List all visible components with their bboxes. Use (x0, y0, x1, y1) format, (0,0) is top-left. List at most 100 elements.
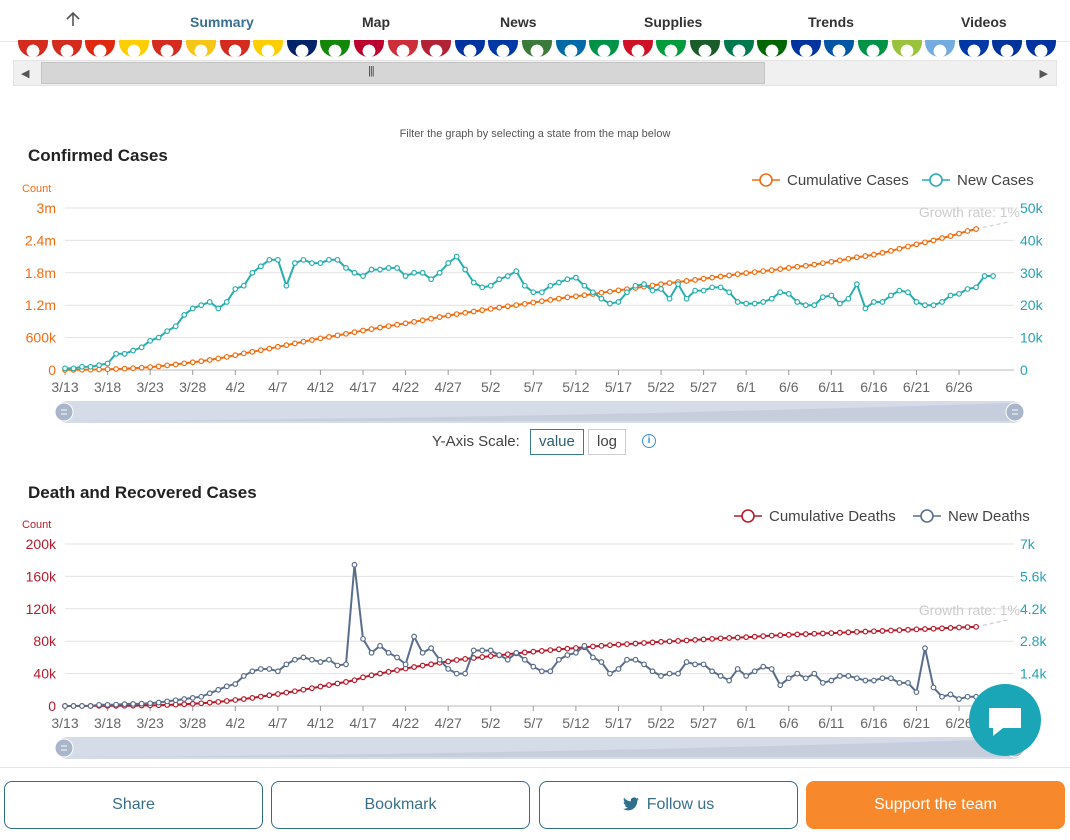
country-flag-icon[interactable] (1026, 40, 1056, 57)
cumulative-data-point[interactable] (751, 269, 758, 275)
cumulative-data-point[interactable] (181, 701, 188, 708)
cumulative-data-point[interactable] (922, 239, 928, 246)
cumulative-data-point[interactable] (257, 347, 264, 354)
cumulative-data-point[interactable] (760, 268, 767, 275)
new-data-point[interactable] (947, 691, 954, 698)
cumulative-data-point[interactable] (845, 629, 852, 636)
cumulative-data-point[interactable] (581, 292, 588, 299)
new-data-point[interactable] (572, 649, 579, 656)
cumulative-data-point[interactable] (130, 365, 137, 372)
cumulative-data-point[interactable] (394, 321, 400, 328)
cumulative-data-point[interactable] (198, 358, 205, 365)
new-data-point[interactable] (155, 334, 162, 341)
cumulative-data-point[interactable] (717, 273, 724, 280)
cumulative-data-point[interactable] (189, 359, 196, 366)
new-data-point[interactable] (939, 299, 945, 305)
cumulative-data-point[interactable] (871, 251, 877, 258)
new-data-point[interactable] (300, 256, 307, 263)
cumulative-data-point[interactable] (394, 667, 400, 674)
cumulative-data-point[interactable] (453, 311, 460, 318)
cumulative-data-point[interactable] (198, 700, 205, 707)
new-data-point[interactable] (598, 659, 605, 665)
new-data-point[interactable] (274, 668, 281, 675)
new-data-point[interactable] (607, 670, 613, 677)
new-data-point[interactable] (836, 673, 843, 679)
cumulative-data-point[interactable] (428, 661, 435, 668)
cumulative-data-point[interactable] (291, 688, 298, 695)
new-data-point[interactable] (300, 654, 307, 661)
new-data-point[interactable] (675, 670, 681, 677)
cumulative-data-point[interactable] (377, 324, 383, 331)
new-data-point[interactable] (394, 654, 400, 661)
new-data-point[interactable] (462, 266, 469, 273)
new-data-point[interactable] (479, 284, 486, 291)
cumulative-data-point[interactable] (726, 635, 733, 641)
tab-news[interactable]: News (500, 14, 537, 30)
new-data-point[interactable] (351, 561, 358, 568)
new-data-point[interactable] (402, 273, 409, 279)
cumulative-data-point[interactable] (428, 315, 435, 322)
cumulative-data-point[interactable] (257, 693, 264, 700)
new-data-point[interactable] (990, 273, 997, 279)
cumulative-data-point[interactable] (172, 361, 179, 368)
new-data-point[interactable] (453, 670, 460, 677)
new-data-point[interactable] (743, 300, 750, 307)
cumulative-data-point[interactable] (232, 697, 239, 703)
cumulative-data-point[interactable] (922, 626, 928, 632)
cumulative-data-point[interactable] (836, 257, 843, 264)
cumulative-data-point[interactable] (709, 274, 716, 281)
new-data-point[interactable] (385, 265, 392, 271)
country-flag-icon[interactable] (992, 40, 1023, 57)
cumulative-data-point[interactable] (266, 345, 273, 352)
new-data-point[interactable] (641, 661, 647, 668)
new-data-point[interactable] (641, 281, 647, 288)
zoom-handle-left[interactable] (54, 738, 74, 758)
new-data-point[interactable] (470, 279, 477, 286)
new-data-point[interactable] (555, 279, 562, 286)
new-data-point[interactable] (87, 363, 94, 370)
new-data-point[interactable] (538, 668, 545, 675)
new-data-point[interactable] (470, 647, 477, 654)
new-data-point[interactable] (70, 365, 77, 372)
new-data-point[interactable] (760, 299, 767, 305)
follow-us-button[interactable]: Follow us (539, 781, 798, 829)
new-data-point[interactable] (853, 281, 860, 288)
cumulative-data-point[interactable] (888, 627, 894, 634)
tab-map[interactable]: Map (362, 14, 390, 30)
new-data-point[interactable] (768, 666, 775, 672)
new-data-point[interactable] (598, 295, 605, 302)
new-data-point[interactable] (62, 365, 68, 372)
new-data-point[interactable] (164, 698, 171, 705)
cumulative-data-point[interactable] (283, 342, 290, 349)
new-data-point[interactable] (819, 294, 826, 301)
cumulative-data-point[interactable] (615, 641, 622, 648)
new-data-point[interactable] (845, 673, 852, 679)
cumulative-data-point[interactable] (811, 630, 818, 637)
cumulative-data-point[interactable] (309, 685, 315, 692)
cumulative-data-point[interactable] (853, 628, 860, 635)
info-icon[interactable]: i (642, 434, 656, 448)
new-data-point[interactable] (896, 287, 903, 294)
cumulative-data-point[interactable] (879, 249, 886, 256)
cumulative-data-point[interactable] (351, 329, 358, 336)
new-data-point[interactable] (257, 666, 264, 672)
cumulative-data-point[interactable] (317, 335, 324, 342)
new-data-point[interactable] (675, 281, 681, 288)
country-flag-icon[interactable] (18, 40, 48, 57)
zoom-handle-right[interactable] (1005, 402, 1025, 422)
new-data-point[interactable] (96, 362, 102, 369)
new-data-point[interactable] (479, 647, 486, 654)
cumulative-data-point[interactable] (632, 640, 639, 647)
country-flag-icon[interactable] (858, 40, 888, 57)
new-data-point[interactable] (564, 276, 571, 283)
cumulative-data-point[interactable] (666, 280, 673, 286)
new-data-point[interactable] (734, 299, 741, 305)
new-data-point[interactable] (666, 670, 673, 677)
cumulative-data-point[interactable] (913, 626, 920, 633)
cumulative-data-point[interactable] (530, 299, 537, 306)
new-data-point[interactable] (913, 299, 920, 305)
cumulative-data-point[interactable] (547, 647, 554, 654)
cumulative-data-point[interactable] (206, 699, 213, 706)
new-data-point[interactable] (385, 649, 392, 656)
new-data-point[interactable] (223, 299, 230, 305)
